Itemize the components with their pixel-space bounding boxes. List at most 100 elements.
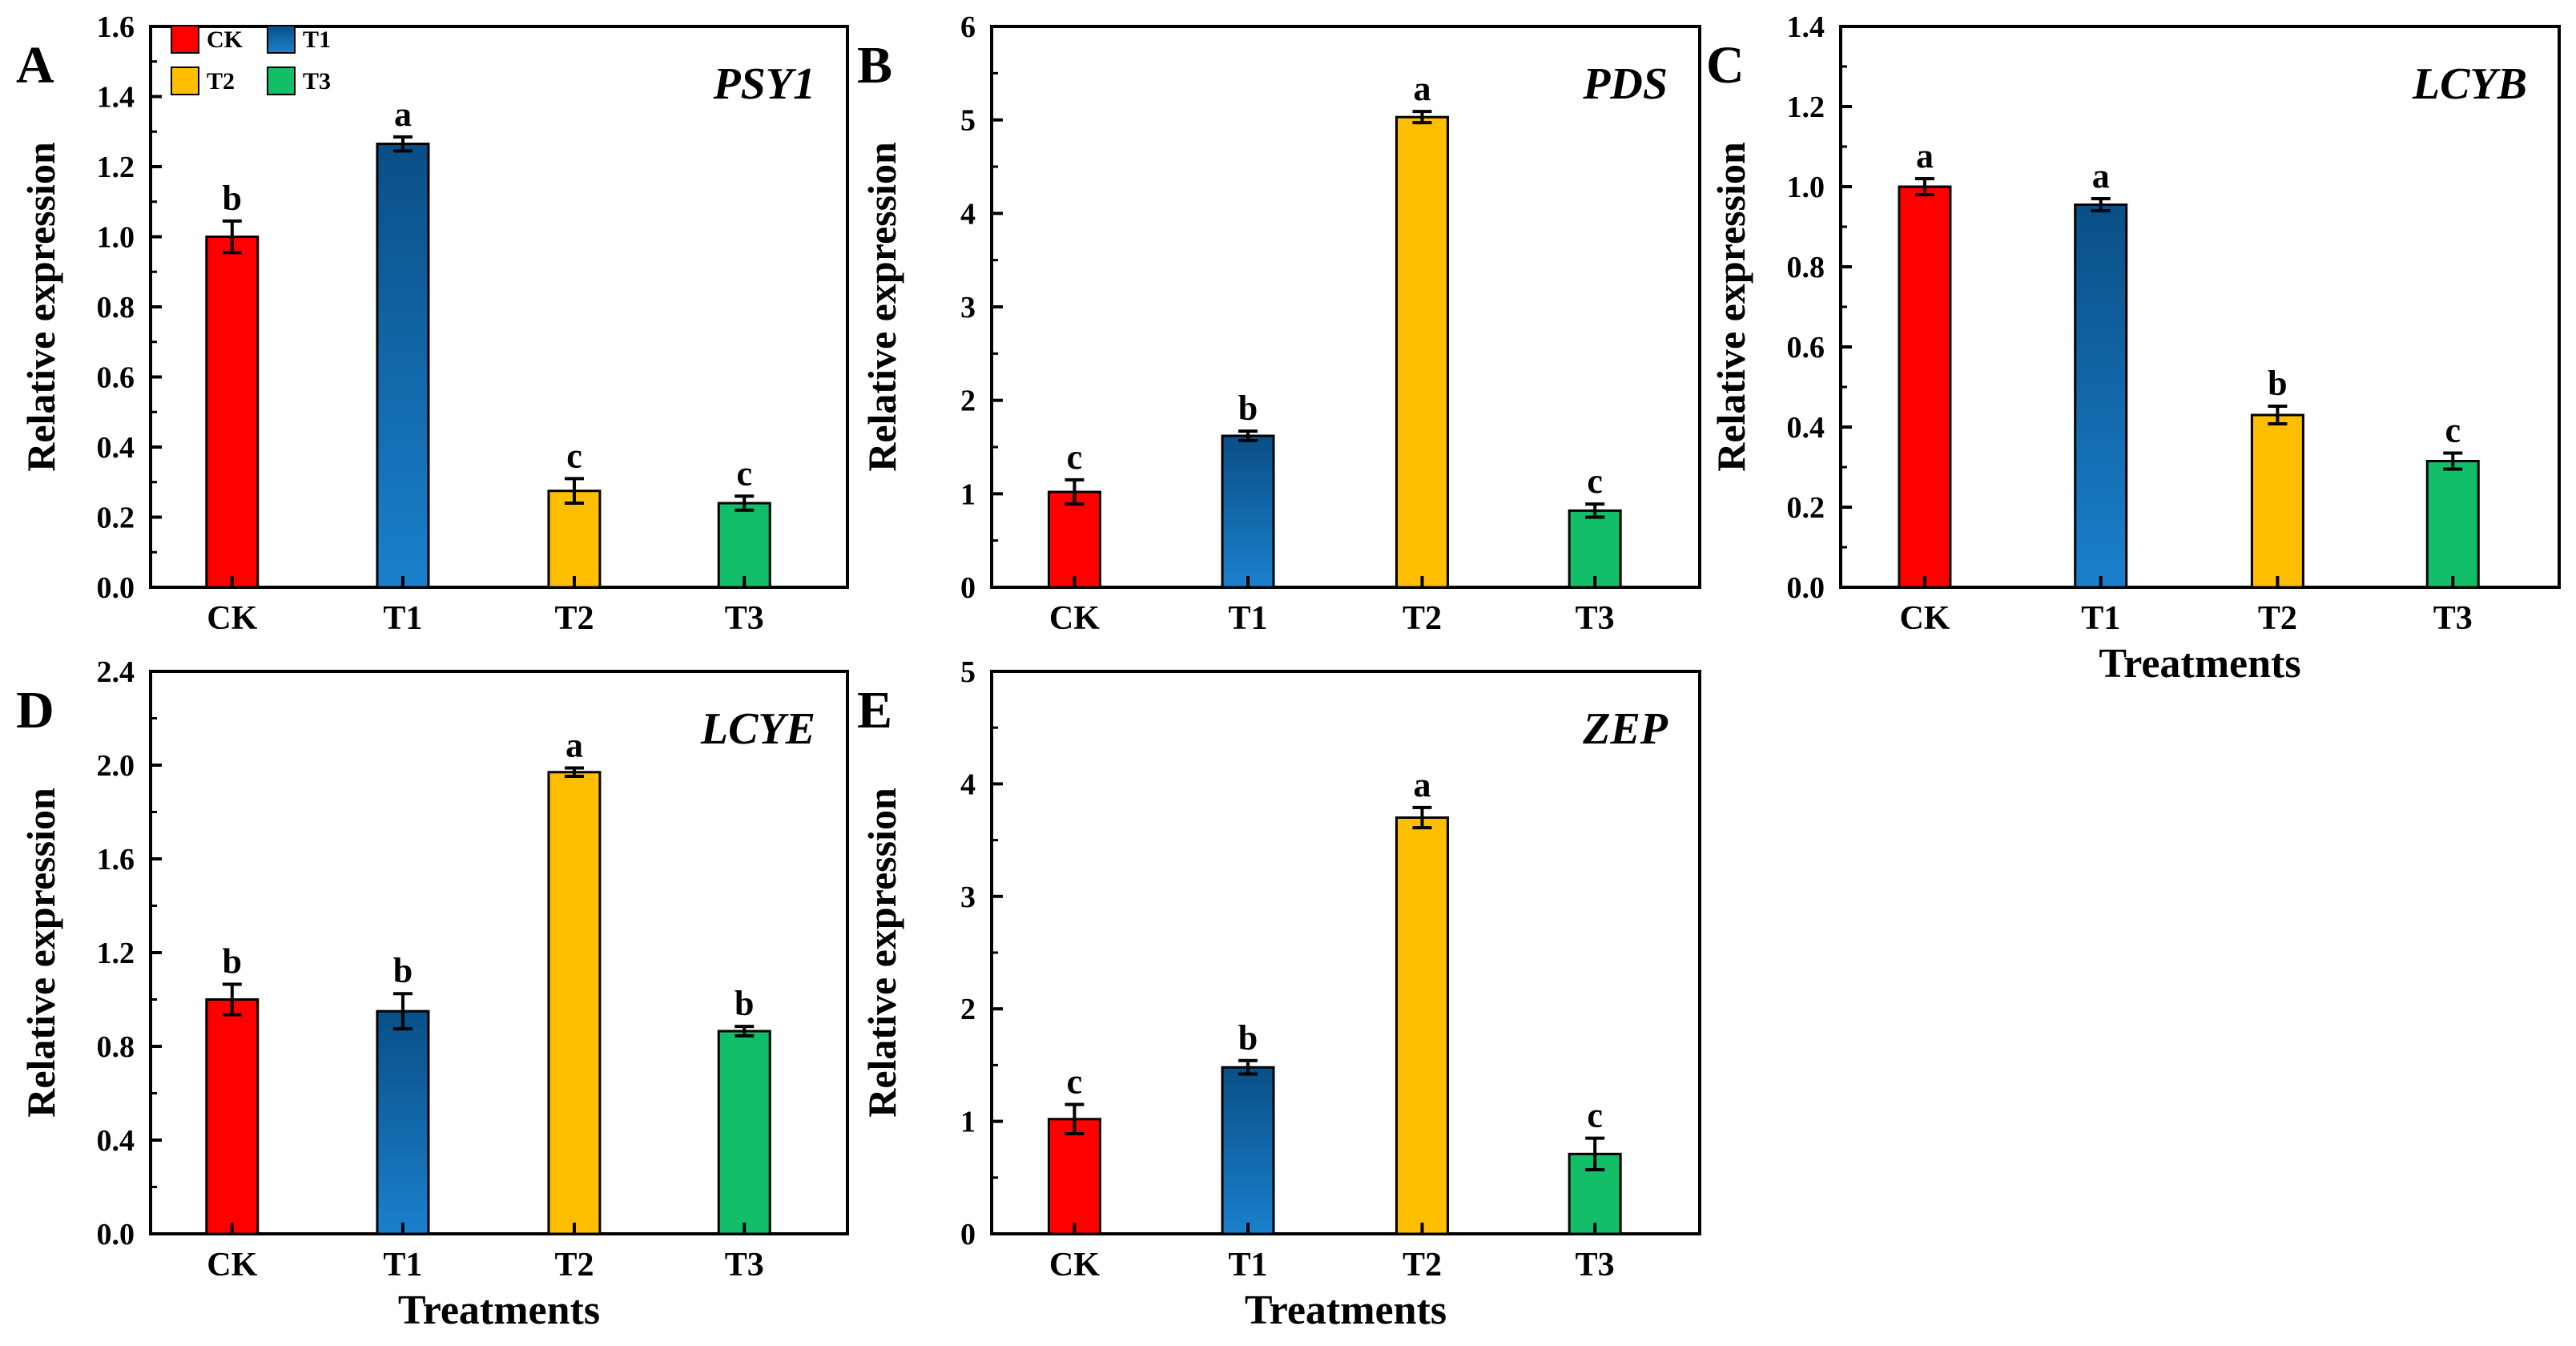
significance-letter: c: [1067, 1062, 1083, 1102]
y-tick-label: 0.4: [97, 1124, 135, 1158]
y-tick-label: 1.2: [97, 937, 135, 970]
significance-letter: b: [223, 941, 242, 981]
x-tick-label: T1: [1229, 1247, 1268, 1284]
x-tick-label: CK: [1049, 1247, 1100, 1284]
x-tick-label: T1: [383, 1247, 422, 1284]
x-tick-label: T3: [2433, 600, 2473, 637]
x-tick-label: T2: [2258, 600, 2297, 637]
y-tick-label: 0.6: [97, 361, 135, 395]
significance-letter: c: [2445, 411, 2461, 450]
bar-T2: [2250, 413, 2304, 589]
x-tick-label: T1: [2081, 600, 2120, 637]
gene-title: LCYB: [2412, 59, 2527, 109]
y-tick-label: 0.6: [1787, 331, 1825, 365]
y-tick-label: 0.0: [97, 571, 135, 605]
legend-swatch-T1: [267, 25, 296, 54]
x-tick-label: T2: [554, 1247, 594, 1284]
bar-T1: [376, 1010, 430, 1235]
x-axis-label: Treatments: [398, 1288, 600, 1333]
bar-T1: [1221, 434, 1275, 589]
bar-T1: [2074, 204, 2128, 589]
bar-CK: [1047, 1118, 1101, 1235]
x-tick-label: T3: [725, 600, 764, 637]
panel-D: 0.0 0.4 0.8 1.2 1.6 2.0 2.4 Relative expression…: [16, 655, 849, 1333]
significance-letter: c: [1587, 461, 1603, 501]
y-tick-label: 0.8: [97, 291, 135, 324]
panel-E: 0 1 2 3 4 5 Relative expression E ZEP c CK b T1 a T2 c T…: [857, 655, 1701, 1333]
y-tick-label: 4: [960, 768, 976, 801]
y-tick-label: 0: [960, 1218, 976, 1251]
significance-letter: c: [1587, 1096, 1603, 1135]
significance-letter: c: [1067, 437, 1083, 477]
significance-letter: b: [1238, 389, 1258, 428]
gene-title: ZEP: [1582, 704, 1668, 754]
gene-title: PDS: [1582, 59, 1668, 109]
y-tick-label: 3: [960, 291, 976, 324]
bar-T1: [1221, 1066, 1275, 1235]
y-axis-label: Relative expression: [859, 788, 904, 1118]
significance-letter: b: [223, 179, 242, 218]
y-tick-label: 0.2: [1787, 491, 1825, 525]
legend: CK T1 T2 T3: [171, 25, 331, 95]
y-tick-label: 1.2: [1787, 91, 1825, 124]
panel-letter: D: [16, 681, 54, 739]
y-tick-label: 0.8: [1787, 251, 1825, 284]
legend-label: T2: [207, 68, 235, 95]
y-tick-label: 0.0: [1787, 571, 1825, 605]
bar-T2: [547, 490, 602, 589]
x-tick-label: CK: [207, 1247, 257, 1284]
legend-swatch-T3: [267, 66, 296, 95]
significance-letter: a: [2092, 156, 2110, 195]
legend-label: CK: [207, 26, 244, 53]
legend-label: T1: [303, 26, 331, 53]
y-tick-label: 1.6: [97, 843, 135, 877]
panel-A: 0.0 0.2 0.4 0.6 0.8 1.0 1.2 1.4 1.6 Relative expr…: [16, 10, 849, 637]
significance-letter: a: [1413, 69, 1431, 108]
bar-T2: [1395, 115, 1449, 589]
y-tick-label: 6: [960, 10, 976, 44]
panel-B: 0 1 2 3 4 5 6 Relative expression B PDS c CK b T1 a T2 c…: [857, 10, 1701, 637]
y-axis-label: Relative expression: [18, 788, 63, 1118]
y-tick-label: 5: [960, 655, 976, 689]
significance-letter: b: [1238, 1018, 1258, 1058]
significance-letter: a: [394, 95, 412, 134]
legend-swatch-T2: [171, 66, 199, 95]
panel-letter: E: [857, 681, 892, 739]
bar-T1: [376, 143, 430, 589]
y-tick-label: 2.4: [97, 655, 135, 689]
gene-title: PSY1: [712, 59, 815, 109]
legend-swatch-CK: [171, 25, 199, 54]
y-tick-label: 1.2: [97, 151, 135, 184]
x-axis-label: Treatments: [1245, 1288, 1447, 1333]
gene-title: LCYE: [700, 704, 815, 754]
bar-CK: [1898, 185, 1952, 589]
bar-T2: [547, 771, 602, 1235]
bar-T3: [1568, 509, 1622, 589]
y-tick-label: 1.4: [1787, 10, 1825, 44]
bar-T3: [2425, 460, 2480, 589]
bar-T3: [717, 502, 771, 589]
y-tick-label: 3: [960, 881, 976, 914]
y-tick-label: 0.4: [97, 431, 135, 465]
x-axis-label: Treatments: [2099, 641, 2300, 687]
x-tick-label: T3: [1576, 1247, 1615, 1284]
bar-T3: [717, 1030, 771, 1235]
bar-CK: [205, 236, 260, 589]
x-tick-label: T2: [1403, 600, 1442, 637]
x-tick-label: T1: [1229, 600, 1268, 637]
x-tick-label: T3: [1576, 600, 1615, 637]
y-tick-label: 2: [960, 385, 976, 418]
x-tick-label: CK: [1899, 600, 1950, 637]
x-tick-label: CK: [207, 600, 257, 637]
significance-letter: b: [2268, 364, 2287, 403]
y-tick-label: 1: [960, 1106, 976, 1139]
y-tick-label: 1.0: [97, 221, 135, 255]
significance-letter: b: [393, 951, 413, 990]
y-tick-label: 0.8: [97, 1030, 135, 1064]
y-tick-label: 2: [960, 993, 976, 1026]
y-tick-label: 2.0: [97, 749, 135, 783]
x-tick-label: T3: [725, 1247, 764, 1284]
y-tick-label: 1: [960, 478, 976, 511]
significance-letter: a: [566, 726, 583, 765]
bar-T2: [1395, 816, 1449, 1235]
